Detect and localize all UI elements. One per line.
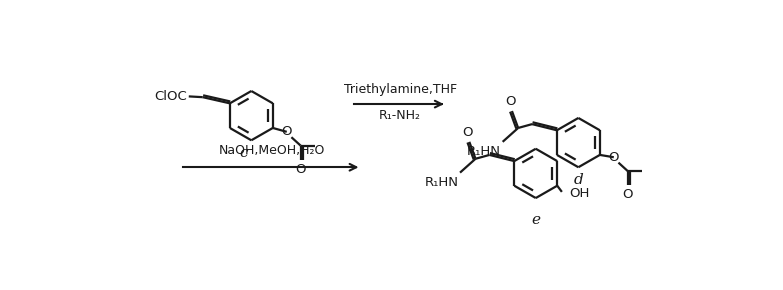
Text: R₁HN: R₁HN	[424, 176, 459, 189]
Text: O: O	[463, 126, 473, 139]
Text: O: O	[505, 95, 516, 108]
Text: NaOH,MeOH,H₂O: NaOH,MeOH,H₂O	[219, 144, 326, 157]
Text: e: e	[531, 213, 540, 226]
Text: d: d	[573, 173, 583, 186]
Text: O: O	[608, 151, 619, 164]
Text: Triethylamine,THF: Triethylamine,THF	[344, 83, 456, 96]
Text: O: O	[622, 188, 633, 201]
Text: R₁-NH₂: R₁-NH₂	[379, 109, 421, 122]
Text: OH: OH	[569, 187, 590, 200]
Text: R₁HN: R₁HN	[467, 145, 501, 158]
Text: O: O	[282, 125, 292, 138]
Text: ClOC: ClOC	[154, 90, 187, 103]
Text: O: O	[295, 163, 306, 176]
Text: c: c	[240, 146, 248, 160]
